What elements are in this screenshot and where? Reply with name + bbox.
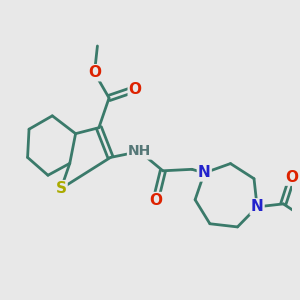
- Text: S: S: [56, 181, 67, 196]
- Text: NH: NH: [128, 145, 151, 158]
- Text: N: N: [198, 166, 211, 181]
- Text: O: O: [149, 193, 162, 208]
- Text: O: O: [129, 82, 142, 97]
- Text: O: O: [286, 169, 298, 184]
- Text: N: N: [251, 200, 263, 214]
- Text: O: O: [88, 65, 101, 80]
